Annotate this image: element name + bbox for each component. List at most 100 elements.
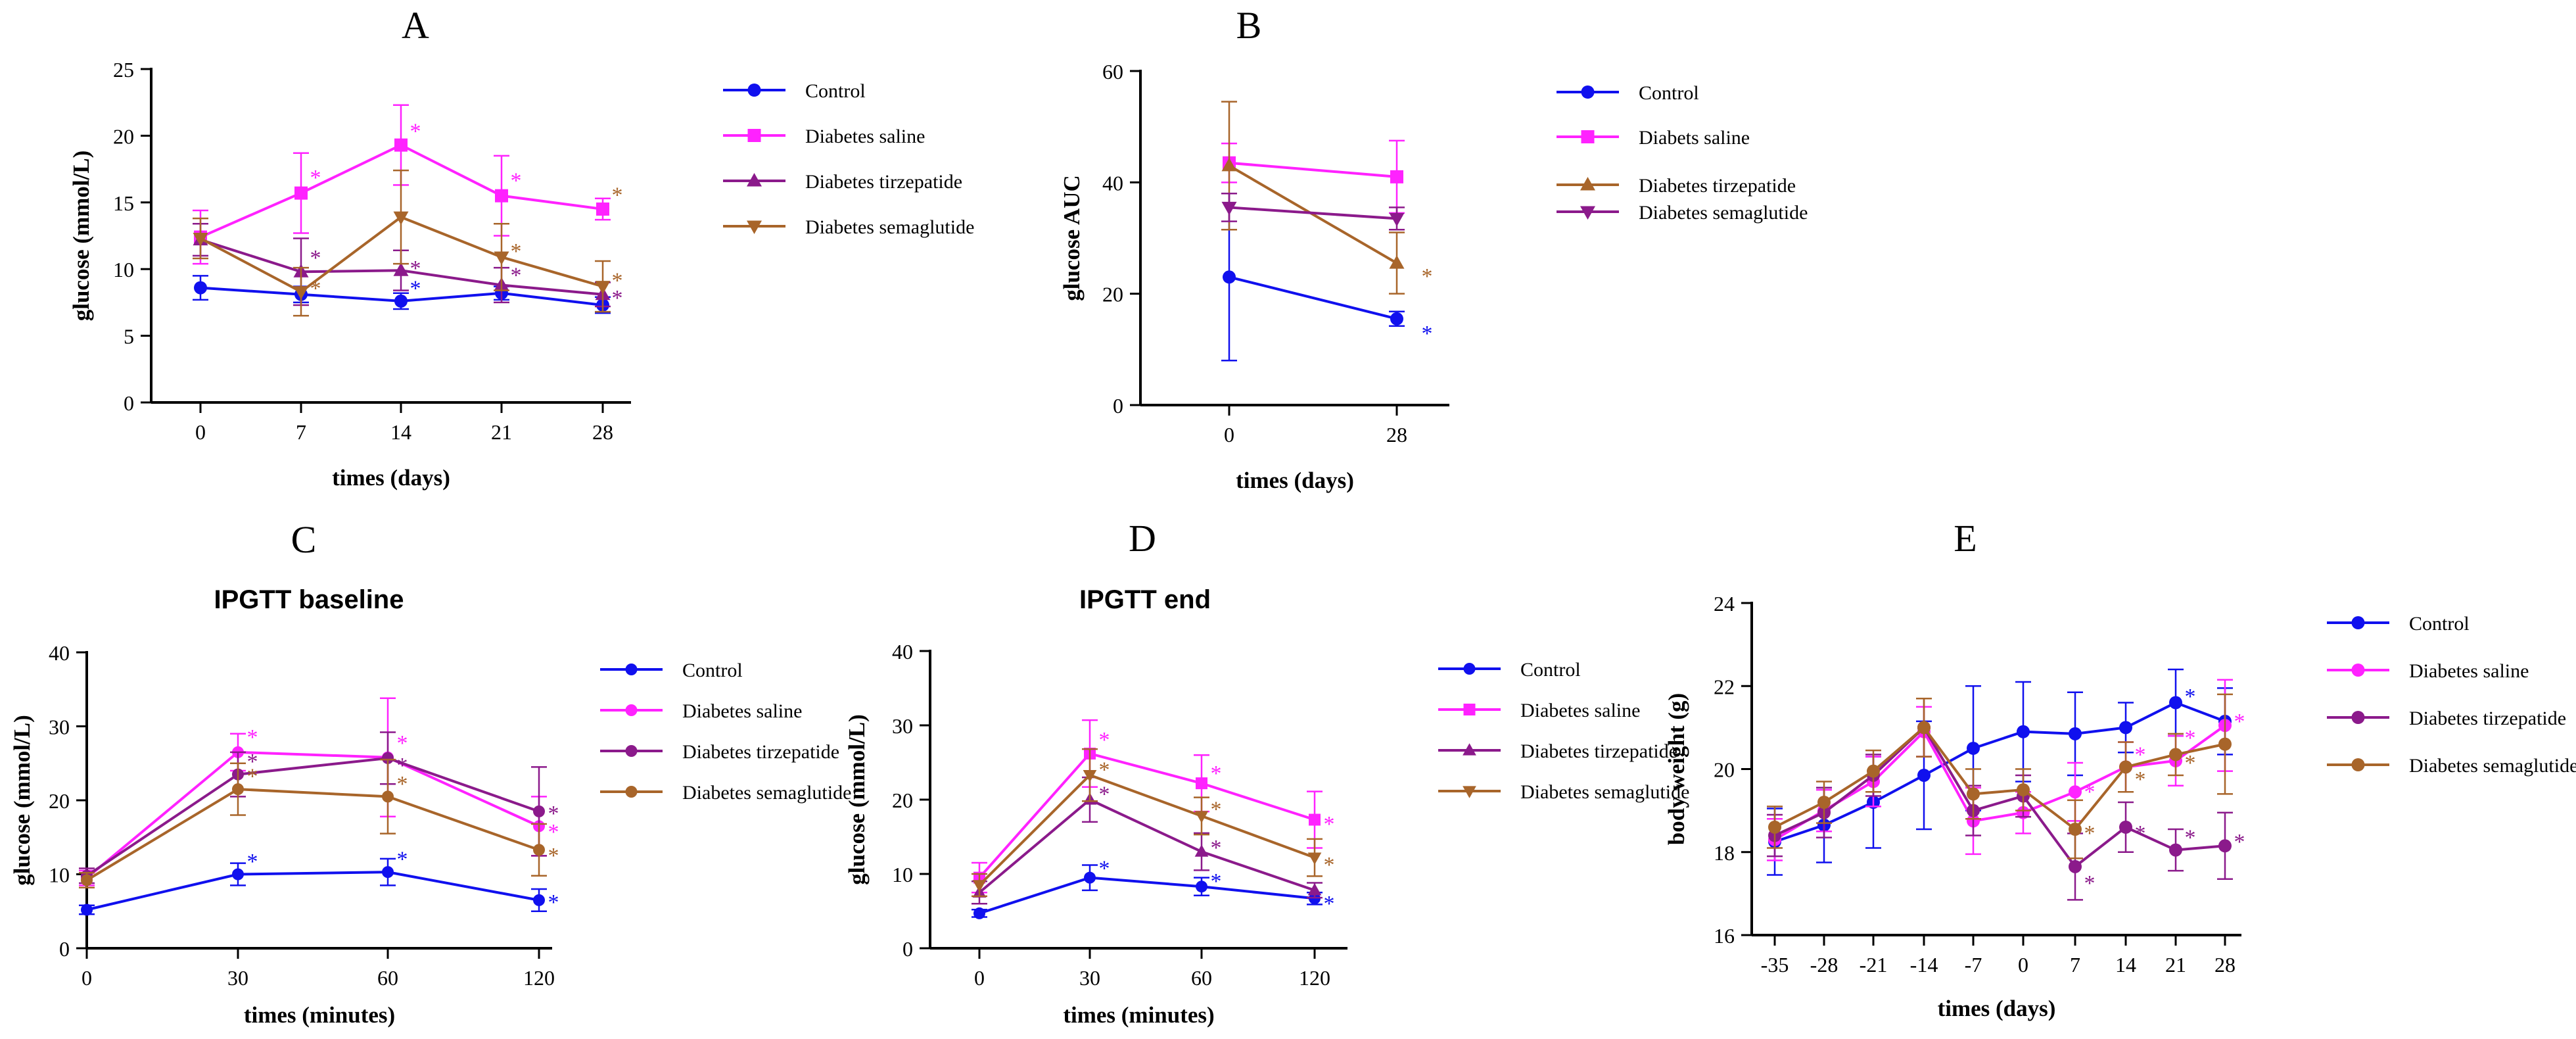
significance-star: *: [2185, 826, 2196, 850]
series-line: [1774, 725, 2226, 869]
series-line: [978, 752, 1315, 879]
data-point: [2119, 820, 2132, 834]
data-point: [1389, 212, 1405, 227]
data-point: [1768, 820, 1781, 834]
significance-star: *: [511, 168, 522, 193]
significance-star: *: [511, 263, 522, 287]
significance-star: *: [1099, 783, 1110, 807]
data-point: [382, 866, 394, 879]
legend-label: Control: [1520, 659, 1581, 681]
x-tick-label: 120: [1299, 966, 1330, 990]
series-line: [86, 871, 540, 911]
series-line: [85, 750, 540, 879]
legend-label: Diabets saline: [1639, 127, 1750, 149]
data-point: [1817, 796, 1831, 809]
data-point: [232, 783, 244, 796]
series-line: [979, 876, 1315, 915]
series-tirzepatide: [1221, 193, 1405, 231]
data-point: [596, 202, 609, 216]
significance-star: *: [2185, 726, 2196, 750]
y-tick-label: 60: [1102, 60, 1123, 84]
y-tick-label: 0: [902, 937, 913, 961]
legend-marker: [1580, 206, 1595, 220]
data-point: [394, 138, 408, 152]
legend: Control Diabetes saline Diabetes tirzepati…: [2327, 613, 2576, 777]
series-line: [1229, 206, 1397, 220]
data-point: [1390, 170, 1403, 183]
series-line: [978, 798, 1315, 894]
y-axis-label: glucose AUC: [1059, 175, 1085, 301]
y-tick-label: 20: [113, 124, 134, 148]
x-tick-label: 21: [491, 420, 512, 444]
x-tick-label: 30: [227, 966, 248, 990]
legend-label: Diabetes tirzepatide: [2409, 708, 2566, 729]
data-point: [1307, 883, 1322, 896]
legend-label: Diabetes tirzepatide: [1639, 175, 1796, 197]
legend-label: Control: [682, 660, 743, 681]
significance-star: *: [1422, 322, 1433, 346]
data-point: [1084, 871, 1096, 884]
significance-star: *: [548, 844, 559, 868]
data-point: [294, 186, 308, 200]
panel-b: B 0 20 40 60 0 28 times (days) glucose AUC * * Cont…: [1059, 4, 1808, 493]
series-semaglutide: [79, 758, 547, 888]
x-tick-label: 0: [82, 966, 92, 990]
significance-star: *: [310, 246, 321, 270]
data-point: [2017, 725, 2030, 738]
y-tick-label: 40: [1102, 171, 1123, 195]
legend-label: Diabetes semaglutide: [1639, 202, 1808, 224]
x-axis-label: times (minutes): [1063, 1002, 1214, 1028]
data-point: [1221, 201, 1237, 216]
data-point: [495, 189, 508, 203]
x-tick-label: -28: [1810, 953, 1838, 977]
x-tick-label: 28: [1386, 423, 1407, 447]
legend-marker: [747, 173, 762, 187]
chart-title: IPGTT baseline: [214, 585, 404, 614]
significance-star: *: [2135, 742, 2146, 767]
y-tick-label: 20: [1102, 283, 1123, 306]
legend-marker: [625, 745, 638, 757]
data-point: [81, 904, 93, 916]
series-semaglutide: [1767, 693, 2233, 859]
significance-star: *: [1211, 869, 1222, 894]
y-tick-label: 0: [124, 391, 134, 415]
data-point: [1309, 813, 1321, 826]
data-point: [2119, 721, 2132, 735]
legend-marker: [747, 84, 761, 97]
legend-label: Control: [1639, 82, 1699, 104]
significance-star: *: [1211, 797, 1222, 821]
y-tick-label: 0: [1113, 394, 1123, 418]
legend-label: Diabetes saline: [2409, 660, 2529, 682]
data-point: [533, 844, 545, 856]
series-line: [1774, 725, 2226, 831]
x-tick-label: 60: [1191, 966, 1212, 990]
data-point: [1917, 768, 1931, 782]
data-point: [1221, 157, 1237, 172]
x-tick-label: -35: [1761, 953, 1789, 977]
x-tick-label: 28: [592, 420, 613, 444]
series-semaglutide: [1221, 101, 1405, 295]
x-tick-label: 7: [2070, 953, 2080, 977]
series-saline: [972, 719, 1323, 894]
y-tick-label: 10: [892, 863, 913, 886]
significance-star: *: [1211, 761, 1222, 786]
y-tick-label: 20: [892, 788, 913, 812]
data-point: [972, 880, 987, 892]
significance-star: *: [2185, 751, 2196, 775]
significance-star: *: [397, 754, 408, 778]
legend-label: Diabetes semaglutide: [1520, 781, 1689, 803]
legend-label: Diabetes tirzepatide: [805, 171, 962, 193]
data-point: [2218, 737, 2232, 751]
series-line: [85, 788, 540, 882]
legend-marker: [2351, 664, 2365, 677]
y-tick-label: 25: [113, 58, 134, 82]
significance-star: *: [397, 731, 408, 756]
legend-marker: [625, 786, 638, 798]
series-saline: [1767, 679, 2233, 861]
legend-label: Diabetes semaglutide: [2409, 755, 2576, 777]
y-axis-label: glucose (mmol/L): [9, 715, 35, 886]
y-axis-label: glucose (mmol/L): [68, 151, 94, 322]
panel-label: E: [1954, 517, 1977, 560]
series-line: [1228, 164, 1398, 264]
legend-marker: [747, 220, 762, 234]
